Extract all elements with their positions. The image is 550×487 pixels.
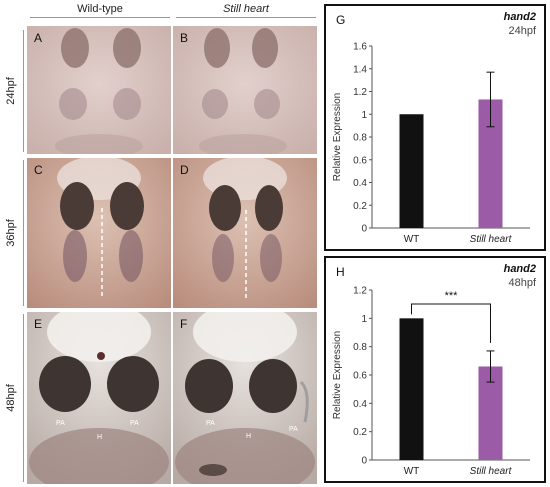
- column-header-wild-type: Wild-type: [30, 3, 170, 18]
- chart-h-ytick-label: 0.2: [353, 427, 367, 438]
- micrograph-panel-c: [27, 158, 171, 308]
- micrograph-panel-a: [27, 26, 171, 154]
- annotation-pa-f-left: PA: [206, 420, 215, 427]
- micrograph-panel-e: [27, 312, 171, 484]
- row-divider-36hpf: [23, 160, 24, 306]
- panel-label-b: B: [180, 31, 189, 45]
- chart-g-ytick-label: 0.8: [353, 133, 367, 144]
- chart-h-subtitle: 48hpf: [508, 277, 536, 289]
- chart-h-category-label: Still heart: [470, 466, 513, 477]
- chart-h-significance-bracket: [411, 303, 491, 343]
- chart-h-significance-label: ***: [445, 290, 459, 302]
- chart-g-panel-label: G: [336, 13, 345, 27]
- annotation-pa-f-right: PA: [289, 426, 298, 433]
- panel-label-f: F: [180, 317, 188, 331]
- row-label-36hpf: 36hpf: [5, 219, 17, 247]
- chart-h-ytick-label: 0: [361, 456, 367, 467]
- panel-label-c: C: [34, 163, 43, 177]
- annotation-pa-e-right: PA: [130, 420, 139, 427]
- chart-g-ytick-label: 1: [361, 110, 367, 121]
- chart-h-ytick-label: 1.2: [353, 286, 367, 297]
- chart-g-ytick-label: 0: [361, 224, 367, 235]
- row-label-24hpf: 24hpf: [5, 77, 17, 105]
- chart-h-ytick-label: 0.6: [353, 371, 367, 382]
- chart-g-ytick-label: 0.6: [353, 155, 367, 166]
- chart-h-ylabel: Relative Expression: [332, 331, 343, 419]
- panel-label-e: E: [34, 317, 43, 331]
- chart-h-ytick-label: 0.8: [353, 342, 367, 353]
- chart-g-category-label: Still heart: [470, 234, 513, 245]
- chart-h-category-label: WT: [404, 466, 420, 477]
- chart-h-panel-label: H: [336, 265, 345, 279]
- panel-label-a: A: [34, 31, 43, 45]
- micrograph-panel-f: [173, 312, 317, 484]
- chart-g-ytick-label: 0.2: [353, 201, 367, 212]
- row-label-48hpf: 48hpf: [5, 384, 17, 412]
- chart-h-title: hand2: [504, 263, 536, 275]
- annotation-pa-e-left: PA: [56, 420, 65, 427]
- column-header-still-heart: Still heart: [176, 3, 316, 18]
- row-divider-48hpf: [23, 314, 24, 482]
- annotation-h-e: H: [97, 434, 103, 441]
- chart-g-ytick-label: 1.2: [353, 87, 367, 98]
- chart-g-title: hand2: [504, 11, 536, 23]
- panel-label-d: D: [180, 163, 189, 177]
- chart-g-ylabel: Relative Expression: [332, 93, 343, 181]
- chart-h-bar-wt: [399, 318, 424, 460]
- chart-g-category-label: WT: [404, 234, 420, 245]
- chart-g-subtitle: 24hpf: [508, 25, 536, 37]
- chart-g-bar-wt: [399, 114, 424, 228]
- chart-h-ytick-label: 1: [361, 314, 367, 325]
- chart-h-ytick-label: 0.4: [353, 399, 367, 410]
- chart-g-ytick-label: 1.6: [353, 42, 367, 53]
- chart-g-ytick-label: 1.4: [353, 64, 367, 75]
- annotation-h-f: H: [246, 433, 252, 440]
- chart-g-ytick-label: 0.4: [353, 178, 367, 189]
- micrograph-panel-d: [173, 158, 317, 308]
- row-divider-24hpf: [23, 30, 24, 152]
- micrograph-panel-b: [173, 26, 317, 154]
